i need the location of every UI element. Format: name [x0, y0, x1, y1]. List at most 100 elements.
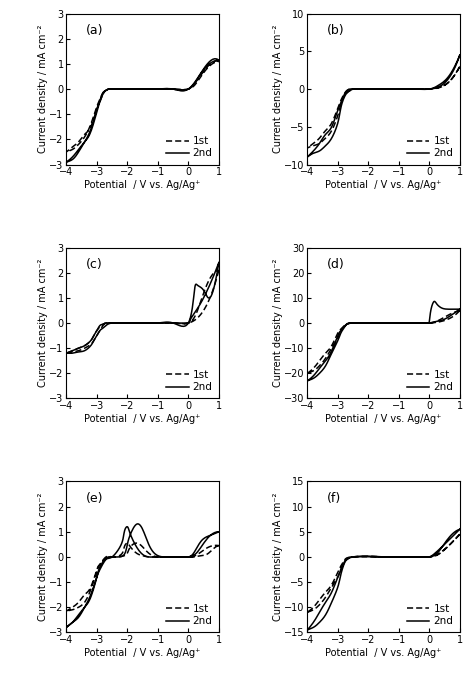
X-axis label: Potential  / V vs. Ag/Ag⁺: Potential / V vs. Ag/Ag⁺ — [84, 180, 201, 190]
2nd — [140, 526, 146, 534]
Text: (b): (b) — [327, 24, 345, 37]
Line: 1st: 1st — [306, 67, 460, 148]
1st — [85, 339, 91, 347]
Y-axis label: Current density / mA cm⁻²: Current density / mA cm⁻² — [38, 493, 48, 621]
1st — [457, 530, 463, 539]
2nd — [303, 626, 309, 634]
2nd — [192, 282, 198, 290]
2nd — [330, 345, 336, 353]
1st — [216, 541, 222, 549]
2nd — [455, 528, 460, 536]
1st — [378, 85, 384, 93]
2nd — [328, 123, 334, 131]
Text: (c): (c) — [86, 258, 103, 271]
2nd — [379, 553, 384, 561]
2nd — [216, 258, 222, 267]
2nd — [180, 86, 186, 94]
1st — [212, 57, 218, 65]
2nd — [83, 601, 89, 609]
2nd — [455, 56, 461, 65]
X-axis label: Potential  / V vs. Ag/Ag⁺: Potential / V vs. Ag/Ag⁺ — [325, 180, 442, 190]
1st — [322, 350, 328, 358]
1st — [455, 533, 460, 541]
1st — [63, 350, 68, 358]
2nd — [216, 258, 222, 267]
Line: 2nd: 2nd — [65, 524, 219, 628]
1st — [216, 266, 222, 274]
2nd — [216, 56, 222, 64]
1st — [418, 553, 423, 561]
2nd — [63, 350, 68, 358]
1st — [142, 85, 147, 93]
2nd — [213, 265, 219, 273]
1st — [457, 307, 463, 315]
1st — [134, 539, 139, 547]
2nd — [78, 608, 84, 616]
2nd — [170, 553, 176, 561]
Line: 1st: 1st — [65, 270, 219, 354]
2nd — [63, 624, 68, 632]
1st — [322, 588, 328, 596]
Legend: 1st, 2nd: 1st, 2nd — [164, 602, 215, 628]
1st — [214, 57, 220, 65]
2nd — [216, 528, 222, 536]
Line: 2nd: 2nd — [306, 529, 460, 630]
Legend: 1st, 2nd: 1st, 2nd — [404, 134, 456, 160]
2nd — [418, 85, 423, 93]
1st — [90, 117, 96, 125]
1st — [85, 339, 91, 347]
2nd — [378, 85, 384, 93]
2nd — [327, 592, 332, 600]
1st — [303, 609, 309, 617]
Legend: 1st, 2nd: 1st, 2nd — [404, 368, 456, 394]
Text: (f): (f) — [327, 492, 341, 505]
2nd — [329, 347, 335, 355]
2nd — [321, 600, 327, 608]
1st — [79, 594, 85, 602]
Text: (e): (e) — [86, 492, 104, 505]
1st — [63, 607, 68, 615]
2nd — [63, 158, 68, 167]
1st — [147, 319, 153, 327]
1st — [457, 63, 463, 71]
2nd — [426, 319, 431, 327]
2nd — [457, 525, 463, 533]
1st — [303, 370, 309, 378]
2nd — [216, 528, 222, 536]
1st — [216, 541, 222, 549]
1st — [456, 308, 461, 316]
2nd — [333, 112, 338, 120]
1st — [95, 103, 100, 112]
2nd — [418, 553, 423, 561]
1st — [214, 273, 220, 281]
X-axis label: Potential  / V vs. Ag/Ag⁺: Potential / V vs. Ag/Ag⁺ — [84, 414, 201, 424]
2nd — [135, 520, 140, 528]
1st — [63, 148, 68, 156]
1st — [322, 350, 328, 358]
1st — [457, 307, 463, 315]
1st — [418, 85, 423, 93]
2nd — [165, 318, 171, 326]
Legend: 1st, 2nd: 1st, 2nd — [164, 368, 215, 394]
1st — [170, 553, 176, 561]
Line: 2nd: 2nd — [306, 301, 460, 381]
Line: 1st: 1st — [306, 311, 460, 374]
1st — [83, 589, 89, 597]
1st — [328, 120, 334, 128]
2nd — [432, 297, 438, 305]
2nd — [79, 607, 85, 615]
Line: 2nd: 2nd — [65, 58, 219, 163]
1st — [424, 319, 430, 327]
2nd — [457, 305, 463, 313]
2nd — [215, 528, 221, 537]
2nd — [85, 339, 91, 347]
2nd — [457, 305, 463, 313]
2nd — [91, 118, 97, 126]
1st — [216, 266, 222, 274]
2nd — [84, 340, 90, 348]
2nd — [322, 598, 328, 607]
2nd — [216, 56, 222, 64]
Y-axis label: Current density / mA cm⁻²: Current density / mA cm⁻² — [273, 493, 283, 621]
Line: 2nd: 2nd — [65, 262, 219, 354]
1st — [328, 121, 333, 129]
